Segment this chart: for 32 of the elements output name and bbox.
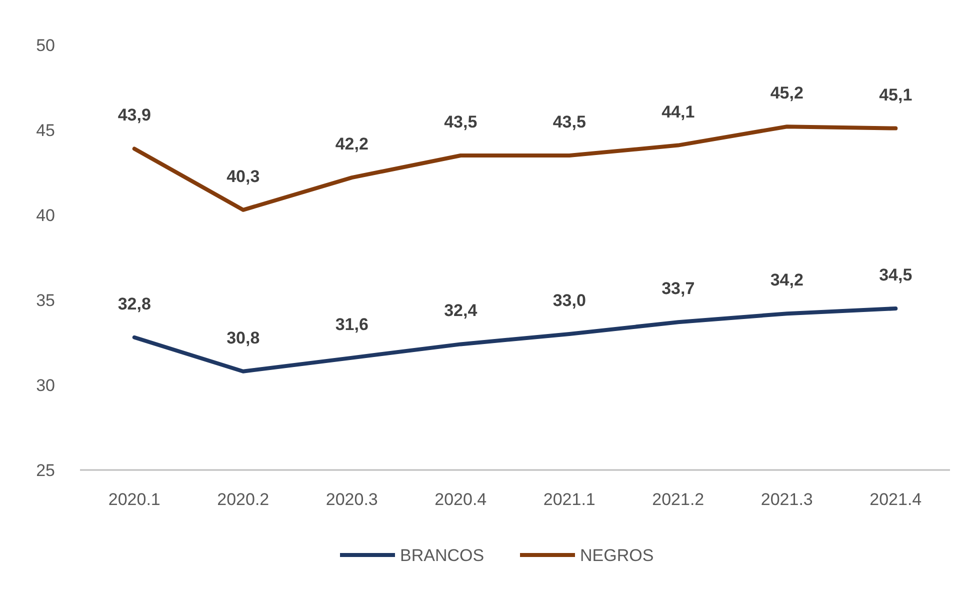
data-label: 34,2 bbox=[770, 270, 804, 290]
x-tick-label: 2020.3 bbox=[326, 490, 378, 509]
data-label: 30,8 bbox=[226, 328, 260, 348]
y-tick-label: 50 bbox=[36, 36, 55, 55]
x-tick-label: 2021.1 bbox=[543, 490, 596, 509]
y-tick-label: 35 bbox=[36, 290, 55, 310]
data-label: 32,8 bbox=[118, 294, 151, 314]
data-label: 43,9 bbox=[118, 106, 151, 125]
x-tick-label: 2021.3 bbox=[760, 490, 813, 509]
data-label: 43,5 bbox=[444, 112, 478, 132]
data-label: 44,1 bbox=[662, 102, 695, 122]
data-label: 34,5 bbox=[879, 266, 912, 284]
data-label: 42,2 bbox=[335, 134, 368, 154]
x-tick-label: 2020.4 bbox=[434, 490, 487, 509]
data-label: 33,7 bbox=[662, 279, 695, 298]
legend-label: NEGROS bbox=[580, 546, 654, 565]
x-tick-label: 2020.1 bbox=[108, 490, 160, 509]
data-label: 40,3 bbox=[226, 166, 260, 186]
data-label: 32,4 bbox=[444, 301, 478, 320]
data-label: 31,6 bbox=[335, 314, 368, 334]
y-tick-label: 30 bbox=[36, 376, 55, 395]
x-tick-label: 2021.2 bbox=[652, 490, 704, 509]
y-tick-label: 45 bbox=[36, 120, 55, 140]
y-tick-label: 25 bbox=[36, 460, 55, 480]
legend-label: BRANCOS bbox=[400, 546, 484, 565]
y-tick-label: 40 bbox=[36, 206, 55, 225]
data-label: 45,2 bbox=[770, 84, 804, 103]
x-tick-label: 2021.4 bbox=[870, 490, 922, 509]
x-tick-label: 2020.2 bbox=[217, 490, 270, 509]
data-label: 45,1 bbox=[879, 85, 912, 104]
data-label: 33,0 bbox=[552, 291, 586, 310]
data-label: 43,5 bbox=[552, 112, 586, 132]
